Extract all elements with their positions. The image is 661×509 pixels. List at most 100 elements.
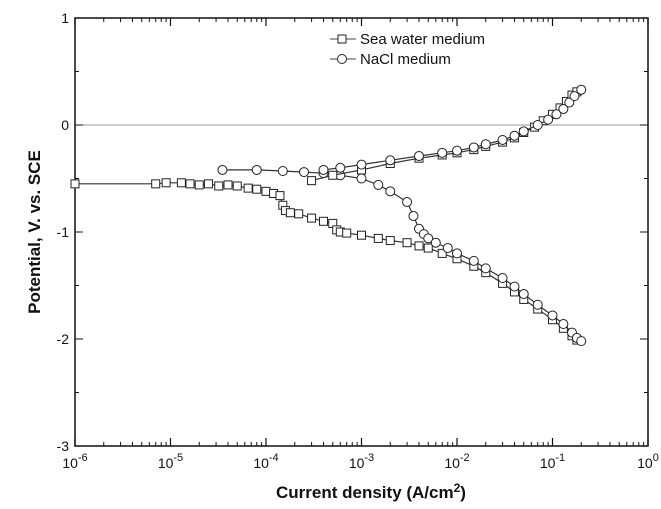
data-point-circle	[356, 159, 367, 170]
legend-item-nacl: NaCl medium	[330, 51, 451, 68]
data-point-square	[318, 216, 328, 226]
data-point-square	[243, 183, 253, 193]
y-axis-ticks: 1 0 -1 -2 -3	[57, 10, 648, 454]
legend-item-sea-water: Sea water medium	[330, 31, 485, 48]
data-point-circle	[558, 103, 569, 114]
legend: Sea water medium NaCl medium	[330, 31, 485, 68]
data-point-square	[328, 170, 338, 180]
series-layer	[70, 84, 587, 347]
legend-label-sea-water: Sea water medium	[360, 31, 485, 48]
y-tick-label: 0	[61, 117, 69, 133]
y-tick-label: -1	[57, 224, 70, 240]
legend-circle-marker	[337, 54, 347, 64]
data-point-circle	[442, 243, 453, 254]
x-tick-label: 10-2	[444, 452, 469, 471]
data-point-square	[214, 181, 224, 191]
data-point-circle	[402, 197, 413, 208]
data-point-circle	[437, 147, 448, 158]
data-point-square	[307, 213, 317, 223]
series-0	[70, 178, 582, 345]
data-point-circle	[480, 263, 491, 274]
legend-square-marker	[337, 34, 347, 44]
data-point-square	[402, 238, 412, 248]
data-point-square	[275, 191, 285, 201]
series-3	[318, 84, 587, 175]
data-point-square	[285, 208, 295, 218]
x-tick-label: 100	[637, 452, 659, 471]
y-tick-label: -2	[57, 331, 70, 347]
data-point-circle	[413, 151, 424, 162]
data-point-circle	[576, 84, 587, 95]
data-point-circle	[356, 173, 367, 184]
series-line	[311, 91, 578, 182]
data-point-square	[373, 233, 383, 243]
data-point-circle	[558, 319, 569, 330]
data-point-circle	[564, 97, 575, 108]
data-point-circle	[373, 179, 384, 190]
data-point-circle	[385, 155, 396, 166]
data-point-square	[176, 178, 186, 188]
data-point-circle	[518, 126, 529, 137]
data-point-circle	[251, 164, 262, 175]
data-point-circle	[518, 289, 529, 300]
data-point-circle	[497, 273, 508, 284]
data-point-square	[161, 178, 171, 188]
data-point-circle	[547, 310, 558, 321]
x-tick-label: 10-3	[349, 452, 374, 471]
data-point-square	[357, 230, 366, 240]
data-point-square	[223, 180, 233, 190]
y-tick-label: 1	[61, 10, 69, 26]
data-point-square	[232, 181, 242, 191]
data-point-circle	[468, 142, 479, 153]
data-point-square	[307, 176, 317, 186]
data-point-square	[204, 179, 214, 189]
data-point-square	[185, 179, 195, 189]
data-point-circle	[551, 109, 562, 120]
data-point-circle	[335, 162, 346, 173]
y-axis-title: Potential, V. vs. SCE	[25, 150, 44, 314]
data-point-square	[151, 179, 161, 189]
data-point-circle	[569, 91, 580, 102]
data-point-square	[252, 184, 262, 194]
data-point-square	[261, 186, 271, 196]
data-point-circle	[480, 139, 491, 150]
data-point-circle	[468, 255, 479, 266]
data-point-circle	[423, 233, 434, 244]
data-point-circle	[576, 336, 587, 347]
legend-label-nacl: NaCl medium	[360, 51, 451, 68]
data-point-square	[342, 228, 352, 238]
x-tick-label: 10-6	[62, 452, 87, 471]
series-line	[323, 89, 582, 171]
data-point-circle	[408, 210, 419, 221]
data-point-square	[385, 236, 395, 246]
data-point-square	[294, 209, 304, 219]
data-point-circle	[277, 166, 288, 177]
data-point-circle	[532, 299, 543, 310]
data-point-square	[414, 241, 424, 251]
y-tick-label: -3	[57, 438, 70, 454]
data-point-circle	[217, 164, 228, 175]
data-point-circle	[385, 186, 396, 197]
series-line	[75, 182, 578, 341]
data-point-circle	[532, 120, 543, 130]
data-point-circle	[452, 145, 462, 156]
data-point-circle	[430, 237, 441, 248]
data-point-square	[437, 248, 447, 258]
series-2	[307, 87, 582, 186]
data-point-circle	[543, 114, 554, 125]
data-point-square	[423, 243, 433, 253]
data-point-square	[194, 180, 204, 190]
data-point-circle	[497, 134, 508, 145]
data-point-circle	[299, 167, 310, 178]
x-tick-label: 10-1	[540, 452, 565, 471]
x-tick-label: 10-4	[253, 452, 278, 471]
data-point-circle	[509, 281, 520, 292]
x-axis-ticks: 10-6 10-5 10-4 10-3 10-2 10-1 100	[62, 18, 659, 471]
data-point-square	[70, 179, 80, 189]
x-tick-label: 10-5	[158, 452, 183, 471]
data-point-circle	[452, 248, 462, 259]
data-point-circle	[318, 164, 329, 175]
data-point-circle	[509, 130, 520, 141]
x-axis-title: Current density (A/cm2)	[276, 481, 466, 502]
